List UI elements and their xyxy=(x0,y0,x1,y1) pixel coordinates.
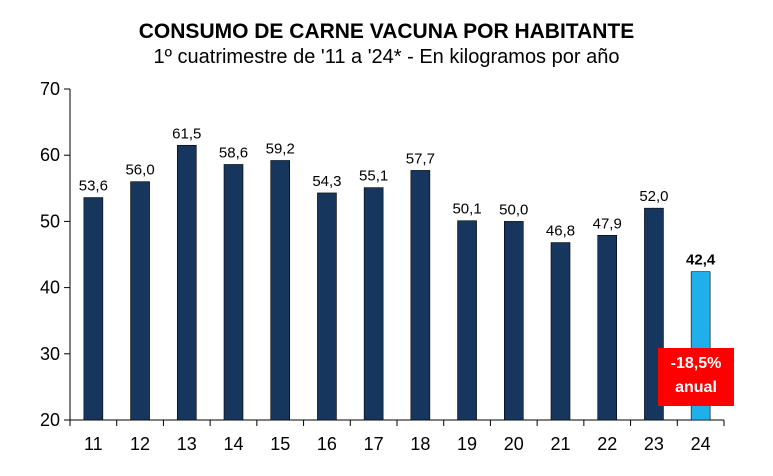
x-tick-label: 22 xyxy=(597,434,617,454)
data-label-22: 47,9 xyxy=(593,215,622,232)
bar-13 xyxy=(176,144,197,421)
y-tick-label: 50 xyxy=(40,211,60,231)
y-tick-label: 20 xyxy=(40,410,60,430)
data-label-23: 52,0 xyxy=(639,188,668,205)
chart-title: CONSUMO DE CARNE VACUNA POR HABITANTE xyxy=(138,20,635,43)
y-tick-label: 60 xyxy=(40,145,60,165)
x-tick-label: 19 xyxy=(457,434,477,454)
x-tick-label: 11 xyxy=(84,434,103,454)
bar-11 xyxy=(83,197,104,421)
x-tick-label: 20 xyxy=(504,434,524,454)
y-tick-label: 40 xyxy=(40,278,60,298)
x-tick-label: 16 xyxy=(317,434,337,454)
data-label-13: 61,5 xyxy=(172,125,201,142)
data-label-12: 56,0 xyxy=(125,162,154,179)
x-tick-label: 17 xyxy=(364,434,384,454)
data-label-15: 59,2 xyxy=(266,140,295,157)
y-tick-label: 70 xyxy=(40,79,60,99)
bar-18 xyxy=(410,170,431,421)
x-tick-label: 23 xyxy=(644,434,664,454)
x-tick-label: 13 xyxy=(177,434,197,454)
data-label-17: 55,1 xyxy=(359,168,388,185)
data-label-21: 46,8 xyxy=(546,223,575,240)
x-tick-label: 15 xyxy=(270,434,290,454)
y-tick-label: 30 xyxy=(40,344,60,364)
x-tick-label: 24 xyxy=(691,434,711,454)
bar-16 xyxy=(317,192,337,421)
data-label-18: 57,7 xyxy=(406,150,435,167)
bar-21 xyxy=(550,242,571,421)
x-tick-label: 21 xyxy=(550,434,570,454)
bar-20 xyxy=(503,221,524,421)
bar-17 xyxy=(363,187,384,421)
chart-subtitle: 1º cuatrimestre de '11 a '24* - En kilog… xyxy=(153,46,620,68)
x-tick-label: 14 xyxy=(223,434,243,454)
data-label-20: 50,0 xyxy=(499,201,528,218)
data-label-14: 58,6 xyxy=(219,144,248,161)
bar-15 xyxy=(270,160,291,421)
bar-14 xyxy=(223,164,244,421)
bar-19 xyxy=(457,220,477,421)
change-badge-label: anual xyxy=(675,379,717,396)
bar-12 xyxy=(130,181,150,421)
change-badge: -18,5% anual xyxy=(658,348,734,406)
data-label-24: 42,4 xyxy=(686,252,716,269)
data-label-19: 50,1 xyxy=(452,201,481,218)
bar-22 xyxy=(597,235,618,421)
x-tick-label: 18 xyxy=(410,434,430,454)
data-label-16: 54,3 xyxy=(312,173,341,190)
data-label-11: 53,6 xyxy=(79,178,108,195)
x-tick-label: 12 xyxy=(130,434,150,454)
change-badge-percent: -18,5% xyxy=(670,355,722,372)
